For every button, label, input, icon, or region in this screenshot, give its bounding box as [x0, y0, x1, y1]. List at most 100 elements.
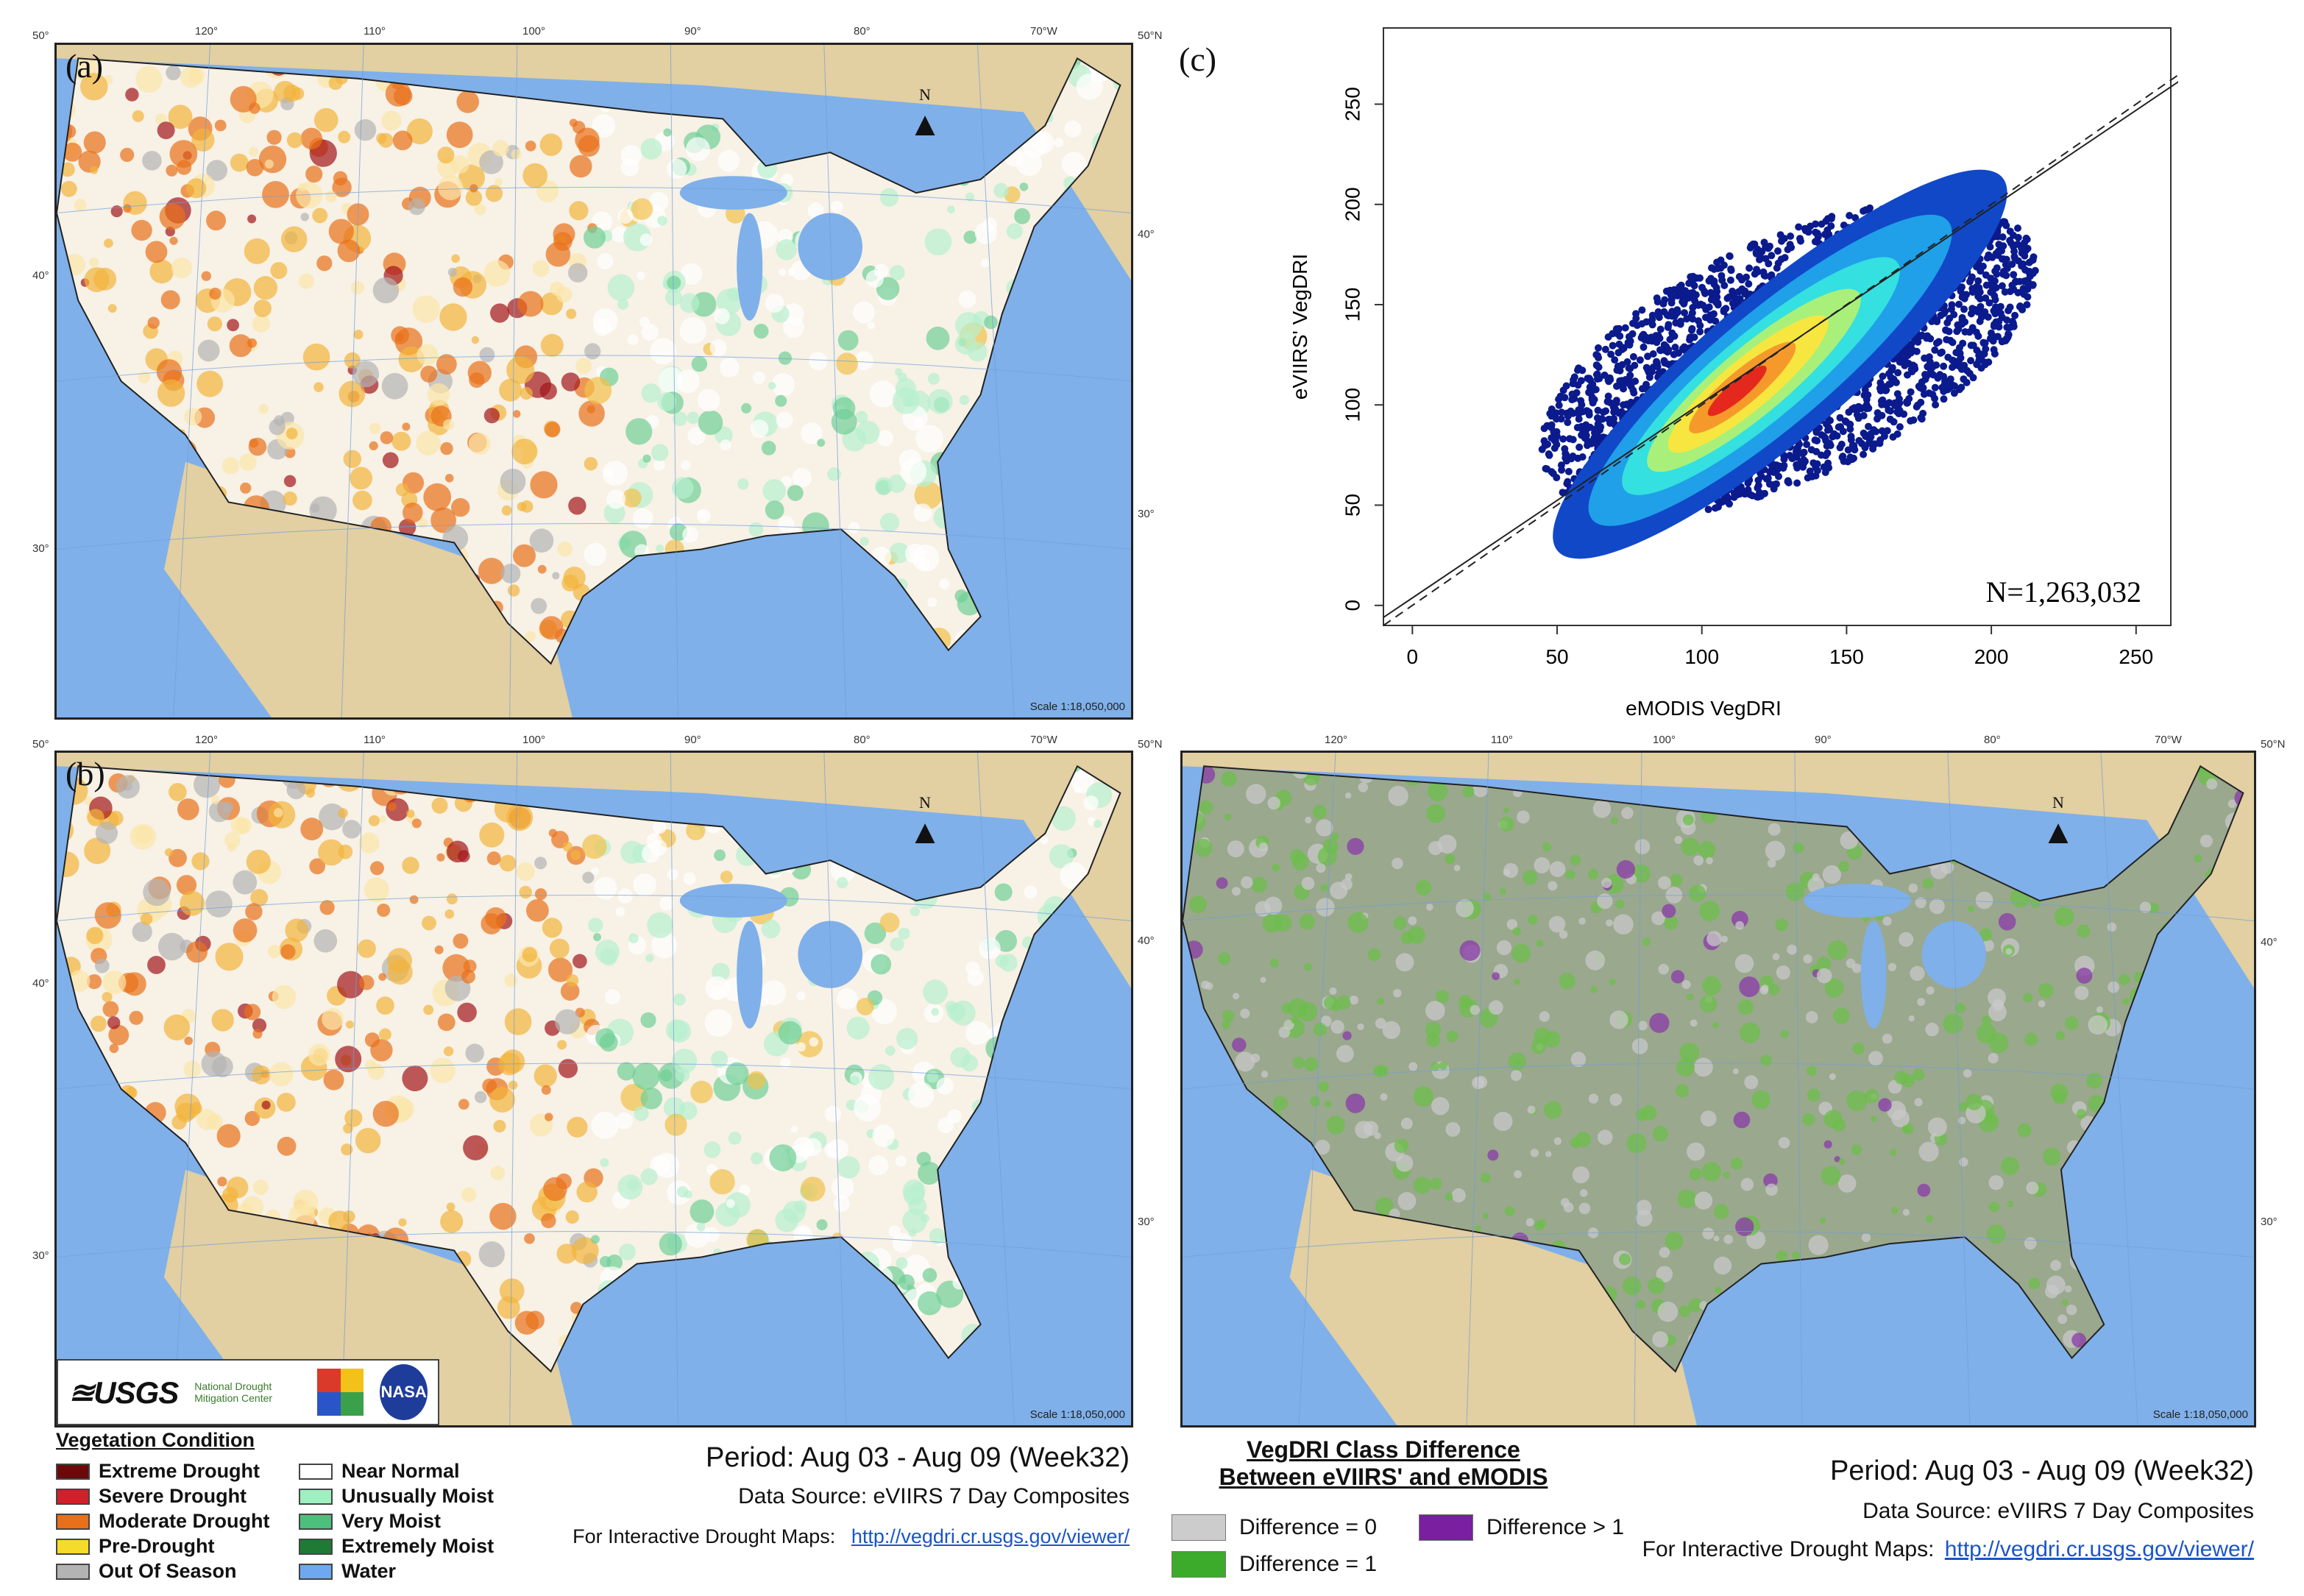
scatter-point — [2002, 335, 2010, 343]
scatter-point — [1827, 222, 1835, 230]
lon-label: 120° — [1325, 734, 1348, 746]
legend-item-severe-drought: Severe Drought — [56, 1485, 247, 1508]
map-panel-a: (a) N ▲ Scale 1:18,050,000 — [54, 43, 1133, 720]
lon-label: 100° — [522, 734, 546, 746]
scatter-point — [1680, 298, 1688, 306]
scatter-point — [1689, 315, 1697, 323]
scatter-point — [1973, 263, 1980, 271]
scatter-point — [1766, 242, 1773, 250]
scatter-point — [1710, 310, 1718, 318]
scatter-point — [1963, 378, 1971, 386]
scatter-point — [1698, 283, 1706, 291]
legend-item-moderate-drought: Moderate Drought — [56, 1510, 270, 1533]
scatter-point — [1577, 397, 1585, 405]
viewer-link[interactable]: http://vegdri.cr.usgs.gov/viewer/ — [1944, 1537, 2254, 1561]
lon-label: 70°W — [1030, 25, 1057, 38]
scatter-point — [1774, 259, 1782, 267]
legend-item-out-of-season: Out Of Season — [56, 1560, 237, 1583]
scatter-point — [1540, 425, 1548, 433]
scatter-point — [1653, 294, 1661, 302]
scatter-point — [1666, 336, 1674, 344]
maps-link-row: For Interactive Drought Maps: http://veg… — [467, 1525, 1130, 1548]
scatter-point — [1564, 478, 1572, 486]
scatter-point — [1586, 383, 1594, 391]
scatter-point — [1974, 277, 1982, 285]
legend-item-very-moist: Very Moist — [299, 1510, 441, 1533]
scatter-point — [1774, 247, 1782, 255]
scatter-point — [1994, 247, 2002, 255]
scatter-point — [1544, 440, 1551, 448]
scatter-point — [1779, 464, 1787, 472]
scatter-point — [1921, 375, 1929, 383]
period-label: Period: Aug 03 - Aug 09 (Week32) — [1830, 1455, 2254, 1486]
scatter-point — [1720, 495, 1728, 503]
scatter-point — [1844, 458, 1852, 466]
scatter-point — [1946, 314, 1954, 322]
scatter-point — [1879, 372, 1887, 380]
legend-item-diff-gt1: Difference > 1 — [1419, 1514, 1624, 1541]
y-tick-label: 0 — [1341, 600, 1364, 611]
scatter-point — [1673, 309, 1681, 317]
scatter-point — [1885, 406, 1893, 414]
lon-label: 80° — [854, 734, 871, 746]
scatter-point — [1967, 274, 1975, 283]
scatter-point — [1979, 262, 1987, 270]
lat-label: 50° — [32, 29, 49, 42]
scatter-point — [1996, 302, 2005, 311]
scatter-point — [1655, 369, 1663, 377]
scatter-point — [1631, 377, 1640, 386]
lat-label-right: 30° — [2261, 1216, 2278, 1228]
scatter-point — [1726, 500, 1733, 508]
scatter-point — [1714, 264, 1722, 272]
scatter-point — [1813, 467, 1821, 475]
scatter-point — [1960, 294, 1968, 302]
lat-label-right: 40° — [1138, 934, 1155, 947]
scatter-point — [2002, 260, 2010, 269]
scatter-point — [2010, 243, 2018, 251]
scatter-point — [1991, 350, 1999, 358]
scatter-point — [1812, 220, 1820, 228]
usgs-logo: ≊USGS — [68, 1375, 179, 1410]
scatter-point — [1548, 468, 1556, 476]
scatter-point — [1891, 402, 1899, 410]
scatter-point — [1756, 255, 1763, 263]
scatter-point — [1712, 284, 1720, 291]
scatter-point — [1618, 361, 1626, 369]
scatter-point — [1761, 489, 1768, 497]
x-tick-label: 200 — [1974, 645, 2009, 668]
scatter-point — [1754, 484, 1762, 492]
scatter-point — [1876, 384, 1884, 392]
lat-label-right: 30° — [1138, 508, 1155, 520]
scatter-point — [1609, 341, 1617, 350]
scatter-point — [1656, 334, 1664, 342]
lat-label: 50° — [32, 738, 49, 751]
scatter-point — [1677, 317, 1685, 325]
x-axis-label: eMODIS VegDRI — [1626, 697, 1782, 720]
scatter-point — [1946, 375, 1954, 383]
scatter-point — [1940, 387, 1948, 395]
scatter-point — [1656, 347, 1665, 355]
scatter-point — [1955, 357, 1963, 365]
scatter-point — [1901, 361, 1909, 369]
scatter-point — [1681, 343, 1688, 351]
legend-swatch — [56, 1538, 90, 1555]
scatter-point — [1793, 444, 1801, 453]
scatter-point — [1894, 369, 1902, 377]
scatter-point — [1666, 286, 1674, 294]
scatter-point — [2011, 254, 2018, 262]
scatter-point — [1752, 249, 1760, 256]
scatter-point — [1920, 390, 1928, 398]
scatter-point — [1893, 390, 1901, 398]
scatter-point — [1942, 326, 1950, 334]
scatter-point — [2021, 239, 2029, 247]
lat-label: 40° — [32, 269, 49, 282]
y-tick-label: 100 — [1341, 388, 1364, 422]
scatter-point — [1910, 362, 1918, 370]
scatter-point — [2006, 227, 2014, 235]
viewer-link[interactable]: http://vegdri.cr.usgs.gov/viewer/ — [851, 1525, 1130, 1547]
scatter-point — [2025, 267, 2033, 275]
scatter-point — [1995, 318, 2003, 325]
scatter-point — [1696, 327, 1704, 336]
scatter-point — [2003, 323, 2011, 331]
scatter-point — [2018, 305, 2027, 313]
